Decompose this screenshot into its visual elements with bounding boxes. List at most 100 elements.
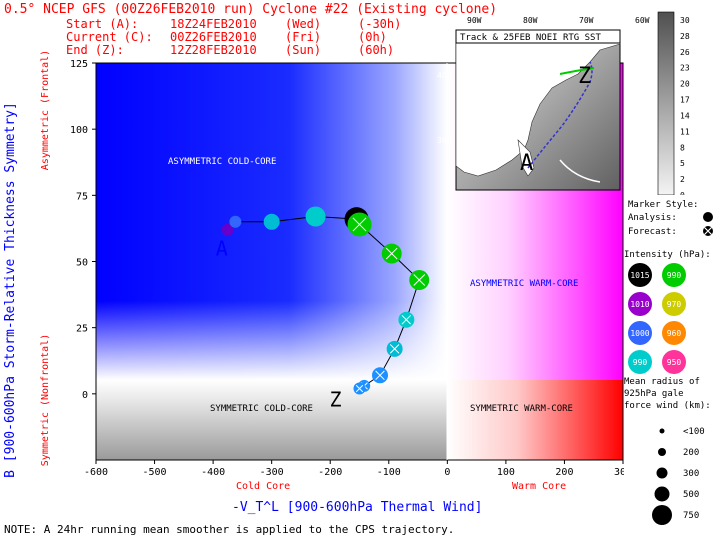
radius-legend: <100 200 300 500 750 [652, 427, 705, 525]
intensity-swatch [628, 263, 652, 287]
x-tick-label: 300 [614, 467, 632, 478]
y-tick-label: 0 [82, 390, 88, 401]
inset-caribbean-islands [559, 159, 601, 183]
inset-lon-70w: 70W [579, 16, 594, 25]
sst-scale-label: 8 [680, 143, 685, 152]
intensity-swatch [662, 350, 686, 374]
sst-scale-label: 20 [680, 80, 690, 89]
trajectory-point [305, 206, 326, 227]
intensity-legend: 1015 990 1010 970 1000 960 990 950 [628, 263, 686, 374]
inset-track-forecast [559, 67, 595, 75]
intensity-label: 960 [667, 329, 682, 338]
radius-label: 200 [683, 448, 699, 458]
y-tick-label: 25 [76, 324, 88, 335]
trajectory-point [263, 213, 280, 230]
x-tick-label: -200 [318, 467, 342, 478]
trajectory-point [229, 215, 242, 228]
y-tick-label: 50 [76, 258, 88, 269]
radius-swatch [659, 428, 665, 434]
legend-forecast-label: Forecast: [628, 227, 677, 237]
intensity-swatch [662, 263, 686, 287]
intensity-label: 1015 [630, 271, 649, 280]
radius-label: 300 [683, 469, 699, 479]
symmetric-cold-core-region [96, 380, 447, 460]
x-tick-label: -300 [260, 467, 284, 478]
intensity-label: 990 [667, 271, 682, 280]
inset-storm-track [527, 61, 593, 169]
y-tick-label: 100 [70, 125, 88, 136]
symmetric-warm-core-region [447, 380, 623, 460]
start-label: Start (A): [66, 17, 138, 31]
y-side-bottom-label: Symmetric (Nonfrontal) [40, 334, 51, 466]
radius-swatch [654, 486, 670, 502]
cyclone-trajectory [221, 206, 430, 395]
intensity-swatch [662, 292, 686, 316]
intensity-swatch [628, 321, 652, 345]
end-day: (Sun) [285, 43, 321, 57]
radius-label: 750 [683, 511, 699, 521]
inset-title-box [455, 29, 621, 44]
radius-swatch [656, 467, 668, 479]
radius-label: <100 [683, 427, 705, 437]
sst-scale-label: 5 [680, 159, 685, 168]
x-tick-label: -400 [201, 467, 225, 478]
trajectory-forecast-cross [375, 370, 385, 381]
radius-swatch [658, 448, 666, 456]
legend: Marker Style: Analysis: Forecast: Intens… [624, 195, 720, 540]
end-label: End (Z): [66, 43, 124, 57]
sst-scale-label: 14 [680, 111, 690, 120]
trajectory-forecast-cross [352, 217, 367, 232]
y-axis-title: B [900-600hPa Storm-Relative Thickness S… [3, 102, 18, 478]
legend-radius-title-line1: Mean radius of [624, 377, 700, 387]
intensity-label: 1000 [630, 329, 649, 338]
quadrant-label-sym-cold: SYMMETRIC COLD-CORE [210, 404, 313, 414]
chart-title: 0.5° NCEP GFS (00Z26FEB2010 run) Cyclone… [4, 2, 497, 17]
track-sst-inset: Track & 25FEB NOEI RTG SST 90W 80W 70W 6… [437, 11, 690, 200]
x-tick-label: -600 [84, 467, 108, 478]
x-axis-title: -V_T^L [900-600hPa Thermal Wind] [232, 500, 482, 515]
sst-scale-label: 26 [680, 48, 690, 57]
sst-scale-label: 28 [680, 32, 690, 41]
inset-lat-40n: 40N [437, 71, 452, 80]
legend-intensity-title: Intensity (hPa): [624, 250, 711, 260]
current-day: (Fri) [285, 30, 321, 44]
x-tick-label: 100 [497, 467, 515, 478]
end-marker-z: Z [330, 388, 342, 412]
intensity-label: 990 [633, 358, 648, 367]
trajectory-forecast-cross [413, 274, 426, 286]
trajectory-forecast-cross [385, 247, 398, 260]
start-marker-a: A [216, 237, 228, 261]
sst-scale-label: 30 [680, 16, 690, 25]
current-offset: (0h) [358, 30, 387, 44]
intensity-label: 970 [667, 300, 682, 309]
x-side-right-label: Warm Core [512, 481, 566, 492]
current-label: Current (C): [66, 30, 153, 44]
inset-lon-90w: 90W [467, 16, 482, 25]
quadrant-label-asym-warm: ASYMMETRIC WARM-CORE [470, 279, 578, 289]
x-tick-labels: -600 -500 -400 -300 -200 -100 0 100 200 300 [84, 460, 632, 478]
title-block: 0.5° NCEP GFS (00Z26FEB2010 run) Cyclone… [4, 2, 497, 57]
legend-marker-title: Marker Style: [628, 200, 698, 210]
y-side-top-label: Asymmetric (Frontal) [40, 50, 51, 170]
sst-scale-label: 11 [680, 127, 690, 136]
sst-scale-labels: 30282623201714118520 [680, 16, 690, 200]
inset-title: Track & 25FEB NOEI RTG SST [460, 33, 601, 43]
start-value: 18Z24FEB2010 [170, 17, 257, 31]
sst-color-scale [657, 11, 675, 196]
end-value: 12Z28FEB2010 [170, 43, 257, 57]
smoother-note: NOTE: A 24hr running mean smoother is ap… [4, 523, 454, 536]
radius-label: 500 [683, 490, 699, 500]
radius-swatch [652, 505, 672, 525]
x-tick-label: 200 [555, 467, 573, 478]
end-offset: (60h) [358, 43, 394, 57]
x-tick-label: -100 [377, 467, 401, 478]
trajectory-forecast-cross [401, 314, 412, 325]
x-side-left-label: Cold Core [236, 481, 290, 492]
trajectory-forecast-cross [355, 384, 364, 393]
intensity-swatch [628, 350, 652, 374]
sst-scale-label: 23 [680, 64, 690, 73]
x-tick-label: -500 [143, 467, 167, 478]
sst-scale-label: 17 [680, 96, 690, 105]
y-tick-label: 125 [70, 59, 88, 70]
